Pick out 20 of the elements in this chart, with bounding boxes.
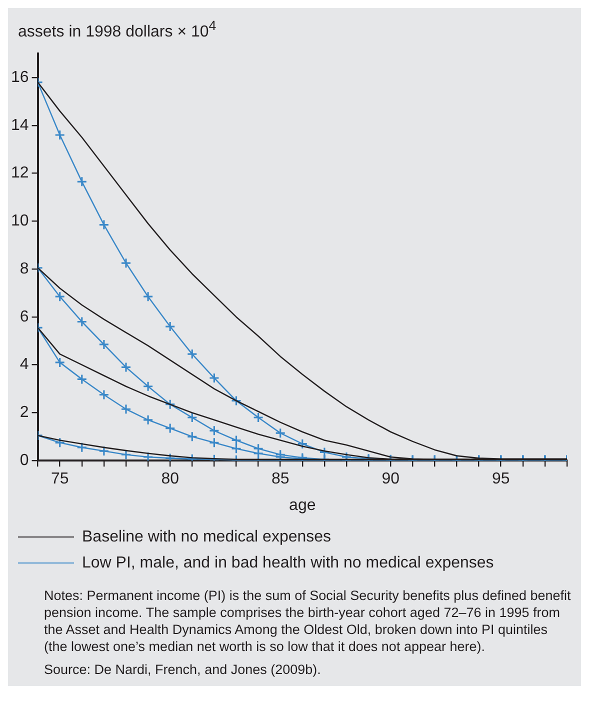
y-tick-label: 12	[11, 165, 29, 182]
y-tick-label: 2	[20, 404, 29, 422]
x-tick-label: 95	[492, 470, 510, 488]
y-tick-label: 0	[20, 452, 29, 470]
x-tick-label: 75	[50, 470, 69, 488]
y-tick-label: 10	[11, 212, 29, 230]
legend-label: Low PI, male, and in bad health with no medical expenses	[82, 554, 494, 572]
x-tick-label: 85	[271, 470, 290, 488]
text: Notes: Permanent income (PI) is the sum of Social Security benefits plus defined benefit pension income. The sample comprises the birth-year cohort aged 72–76 in 1995 from the Asset and Health Dynamics Among the Oldest Old, broken down into PI quintiles (the lowest one’s median net worth is so low that it does not appear here).	[43, 587, 572, 656]
legend-label: Baseline with no medical expenses	[82, 528, 332, 546]
y-tick-label: 4	[20, 356, 29, 374]
y-tick-label: 14	[11, 117, 29, 134]
y-tick-label: 16	[11, 69, 29, 86]
source-note: Source: De Nardi, French, and Jones (2009b).	[43, 661, 322, 678]
y-tick-label: 8	[20, 260, 29, 278]
y-tick-label: 6	[20, 308, 29, 326]
x-axis-title: age	[289, 497, 316, 514]
x-tick-label: 80	[161, 470, 180, 488]
y-axis-title: assets in 1998 dollars × 10$^{4}$	[17, 17, 218, 42]
x-tick-label: 90	[382, 470, 400, 488]
